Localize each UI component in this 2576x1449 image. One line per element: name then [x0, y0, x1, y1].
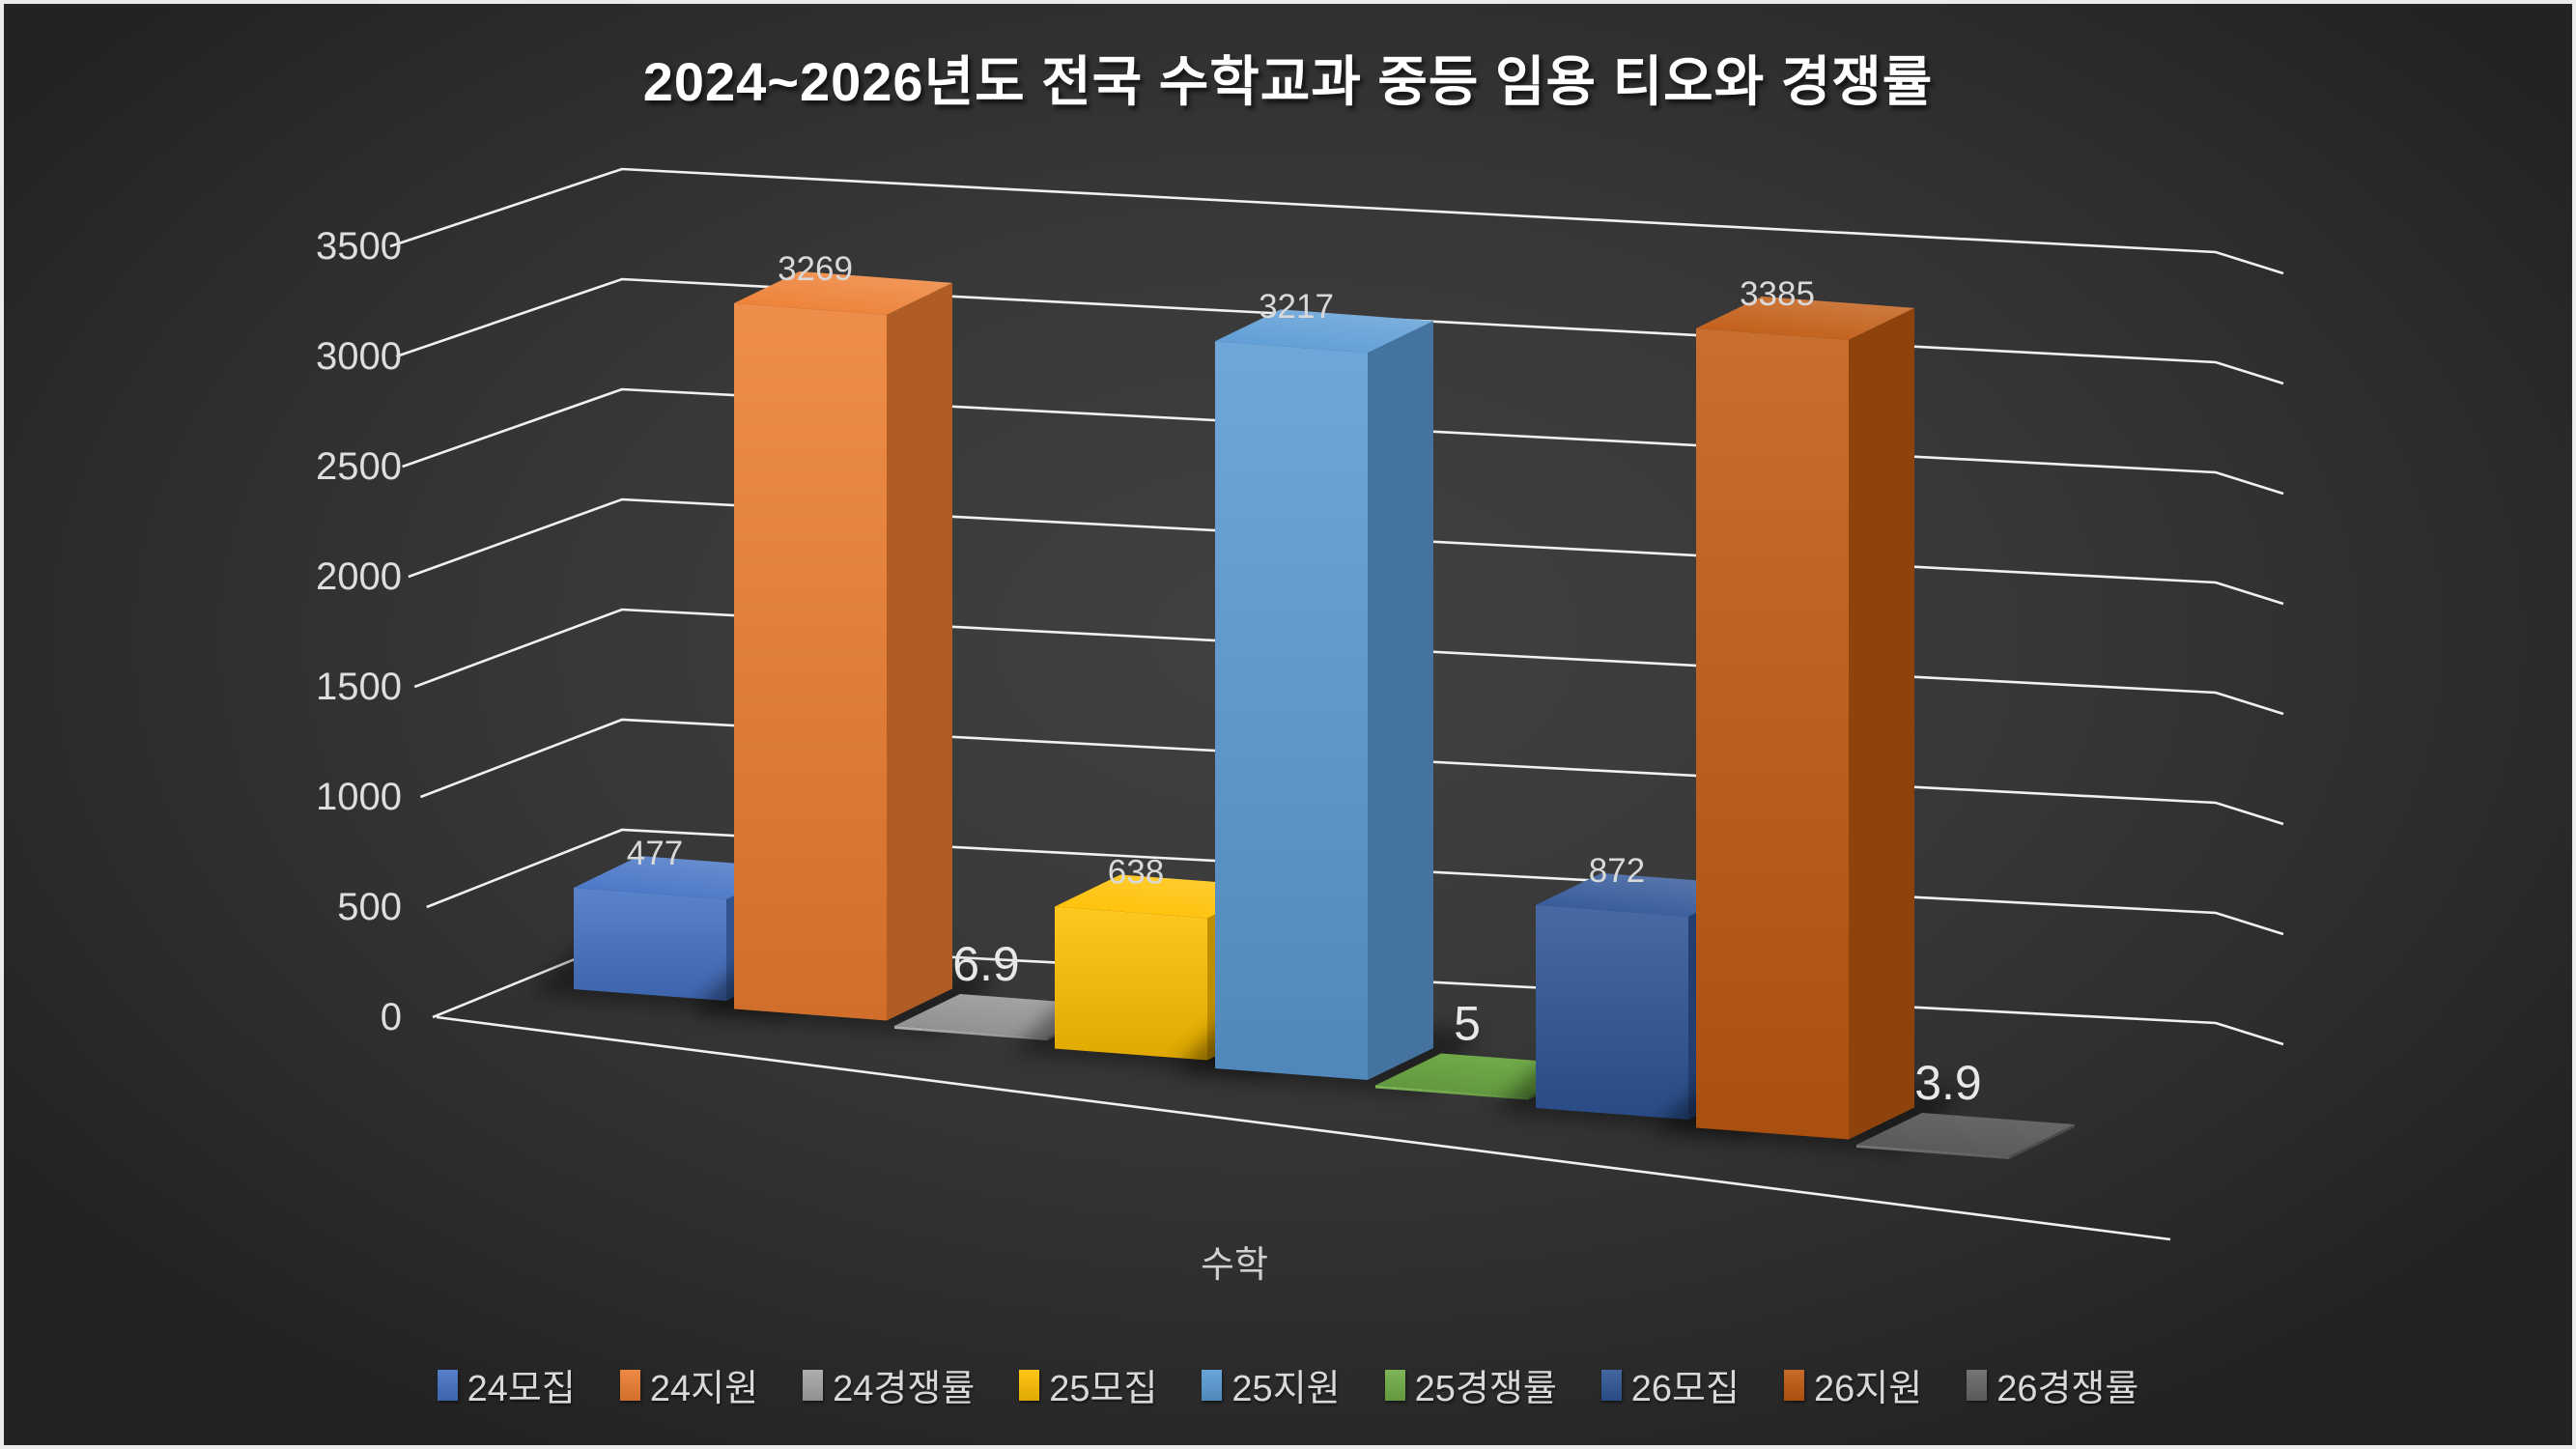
legend-swatch: [1019, 1369, 1040, 1401]
legend-item-26모집: 26모집: [1600, 1358, 1740, 1411]
legend-swatch: [619, 1369, 640, 1401]
bar-value-label: 3217: [1259, 288, 1334, 326]
legend-swatch: [437, 1369, 458, 1401]
legend-label: 24지원: [649, 1369, 759, 1409]
bar-top-face: [1856, 1113, 2075, 1156]
bar-side-face: [2009, 1124, 2075, 1159]
bar-side-face: [887, 282, 952, 1021]
legend-item-24지원: 24지원: [619, 1358, 759, 1411]
bar-top-face: [1696, 296, 1914, 340]
bar-24지원: [691, 270, 1001, 1035]
bar-value-label: 638: [1108, 853, 1164, 891]
y-tick-label-500: 500: [337, 886, 402, 928]
y-tick-label-3000: 3000: [316, 335, 402, 378]
bar-front-face: [1856, 1145, 2009, 1159]
bar-value-label: 5: [1454, 997, 1481, 1051]
bar-front-face: [574, 888, 726, 1001]
y-tick-label-1500: 1500: [316, 666, 402, 708]
bar-side-face: [1849, 307, 1914, 1140]
legend-label: 25지원: [1231, 1369, 1341, 1409]
y-tick-label-3500: 3500: [316, 225, 402, 268]
legend-item-24모집: 24모집: [437, 1358, 576, 1411]
y-tick-label-0: 0: [381, 996, 402, 1038]
floor-front-edge: [436, 1015, 2171, 1241]
legend-item-24경쟁률: 24경쟁률: [803, 1358, 975, 1411]
legend-swatch: [1384, 1369, 1405, 1401]
bar-26지원: [1653, 296, 1963, 1153]
bar-value-label: 6.9: [952, 937, 1020, 991]
legend-swatch: [803, 1369, 824, 1401]
legend-item-26경쟁률: 26경쟁률: [1967, 1358, 2138, 1411]
legend-label: 25모집: [1049, 1369, 1158, 1409]
y-tick-label-2000: 2000: [316, 555, 402, 598]
legend-label: 26모집: [1630, 1369, 1740, 1409]
bar-front-face: [1375, 1085, 1528, 1100]
bar-front-face: [1696, 327, 1849, 1140]
y-tick-label-2500: 2500: [316, 445, 402, 488]
bar-value-label: 477: [627, 835, 683, 872]
bar-front-face: [1536, 904, 1688, 1120]
legend-item-25지원: 25지원: [1202, 1358, 1341, 1411]
chart-canvas: 0 500 1000 1500 2000 2500 3000 3500 477 3269 6.9 63…: [316, 167, 2284, 1286]
legend-item-25경쟁률: 25경쟁률: [1384, 1358, 1557, 1411]
chart-legend: 24모집 24지원 24경쟁률 25모집 25지원 25경쟁률 26모집 26지원 26경쟁률: [4, 1358, 2572, 1411]
bar-front-face: [894, 1026, 1047, 1040]
legend-label: 24경쟁률: [833, 1369, 976, 1409]
bar-value-label: 3385: [1740, 275, 1815, 313]
chart-title: 2024~2026년도 전국 수학교과 중등 임용 티오와 경쟁률: [642, 51, 1934, 112]
gridline-3500: [389, 167, 2284, 275]
legend-label: 24모집: [467, 1369, 576, 1409]
bar-top-face: [1215, 309, 1433, 354]
legend-swatch: [1600, 1369, 1622, 1401]
bar-value-label: 3269: [778, 250, 853, 288]
bar-26경쟁률: [1856, 1113, 2075, 1159]
bar-top-face: [734, 270, 952, 315]
legend-item-26지원: 26지원: [1783, 1358, 1923, 1411]
bar-front-face: [734, 302, 887, 1021]
bar-side-face: [1368, 321, 1433, 1080]
category-label: 수학: [1201, 1245, 1268, 1286]
bar-value-label: 3.9: [1914, 1056, 1982, 1110]
legend-swatch: [1967, 1369, 1988, 1401]
legend-item-25모집: 25모집: [1019, 1358, 1157, 1411]
bar-value-label: 872: [1589, 852, 1645, 890]
legend-label: 26경쟁률: [1996, 1369, 2139, 1409]
bar-front-face: [1215, 341, 1368, 1080]
legend-label: 26지원: [1813, 1369, 1923, 1409]
y-tick-label-1000: 1000: [316, 776, 402, 818]
legend-swatch: [1202, 1369, 1223, 1401]
bar-25지원: [1172, 309, 1482, 1094]
bar-front-face: [1055, 906, 1207, 1061]
legend-swatch: [1783, 1369, 1804, 1401]
legend-label: 25경쟁률: [1414, 1369, 1557, 1409]
